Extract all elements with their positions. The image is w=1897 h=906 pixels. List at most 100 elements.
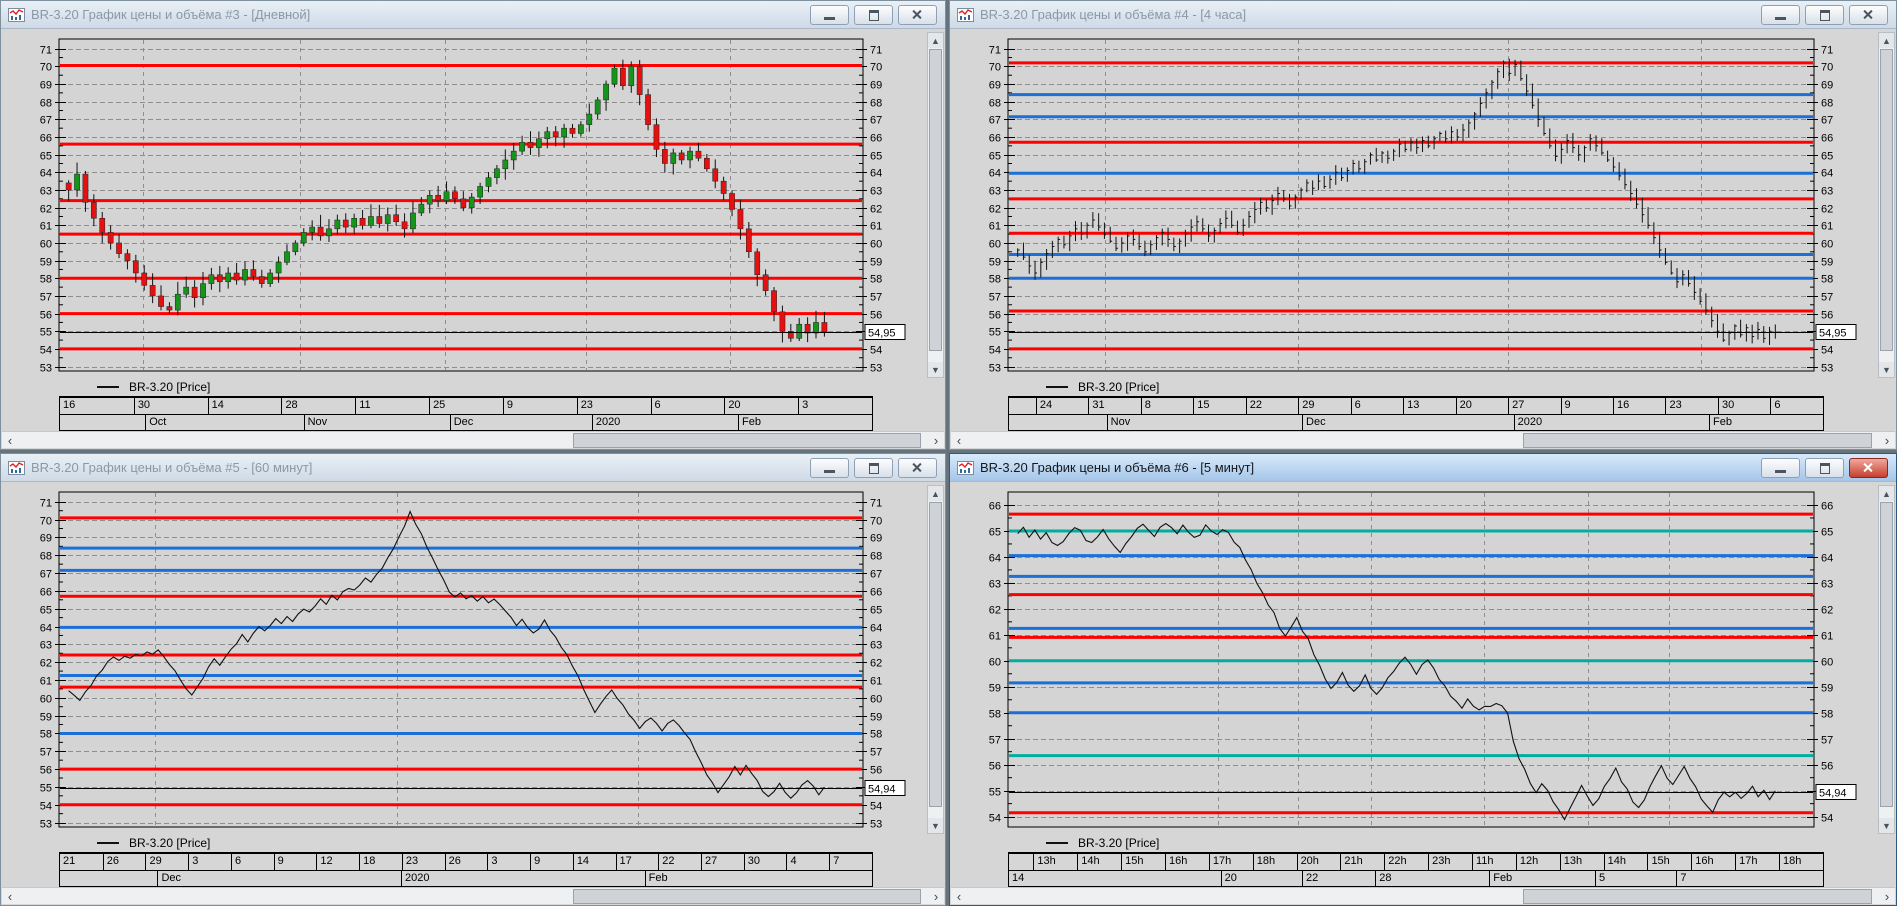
svg-text:67: 67 [989, 115, 1001, 127]
scroll-left-arrow[interactable]: ‹ [956, 432, 962, 448]
svg-text:63: 63 [870, 186, 882, 198]
hscroll-thumb[interactable] [1523, 889, 1872, 904]
vscroll-thumb[interactable] [929, 502, 942, 807]
scroll-down-arrow[interactable]: ▼ [1879, 818, 1894, 833]
scroll-right-arrow[interactable]: › [933, 432, 939, 448]
x-axis-period-label: Dec [449, 415, 592, 430]
svg-text:61: 61 [40, 676, 52, 688]
x-axis-date-label: 31 [1088, 398, 1140, 414]
vscroll-thumb[interactable] [929, 49, 942, 351]
horizontal-scrollbar[interactable]: ‹ › [2, 431, 944, 448]
chart-area[interactable]: 66 66 65 65 64 64 63 63 62 62 61 61 60 60 59 59 58 58 57 57… [950, 482, 1896, 835]
x-axis-date-label: 22h [1384, 854, 1428, 870]
scroll-up-arrow[interactable]: ▲ [1879, 33, 1894, 48]
x-axis-date-label: 14 [572, 854, 616, 870]
svg-text:71: 71 [870, 45, 882, 57]
hscroll-thumb[interactable] [573, 889, 921, 904]
chart-window-5-60min: BR-3.20 График цены и объёма #5 - [60 ми… [0, 453, 946, 906]
hscroll-track[interactable] [18, 432, 928, 448]
svg-text:61: 61 [870, 221, 882, 233]
svg-text:66: 66 [870, 587, 882, 599]
x-axis-date-label: 22 [658, 854, 701, 870]
plot-background [58, 491, 864, 828]
hscroll-thumb[interactable] [573, 433, 921, 448]
scroll-right-arrow[interactable]: › [1884, 432, 1890, 448]
svg-text:66: 66 [40, 587, 52, 599]
x-axis-date-label: 30 [133, 398, 208, 414]
svg-text:60: 60 [1821, 239, 1833, 251]
titlebar[interactable]: BR-3.20 График цены и объёма #5 - [60 ми… [1, 454, 945, 482]
vscroll-thumb[interactable] [1880, 49, 1893, 351]
svg-text:54: 54 [989, 813, 1001, 825]
minimize-button[interactable] [810, 457, 849, 478]
svg-text:62: 62 [1821, 204, 1833, 216]
x-axis-period-row: 14 20 22 28 Feb 5 7 [1009, 871, 1823, 886]
svg-text:61: 61 [989, 221, 1001, 233]
hscroll-thumb[interactable] [1523, 433, 1872, 448]
scroll-up-arrow[interactable]: ▲ [928, 33, 943, 48]
svg-text:54: 54 [870, 801, 882, 813]
titlebar[interactable]: BR-3.20 График цены и объёма #6 - [5 мин… [950, 454, 1896, 482]
close-button[interactable] [1849, 4, 1888, 25]
close-button[interactable] [898, 4, 937, 25]
close-button[interactable] [898, 457, 937, 478]
x-axis-period-label: Dec [1302, 415, 1514, 430]
chart-window-3-daily: BR-3.20 График цены и объёма #3 - [Дневн… [0, 0, 946, 450]
hscroll-track[interactable] [967, 888, 1879, 904]
chart-area[interactable]: 71 71 70 70 69 69 68 68 67 67 66 66 65 65 64 64 63 63 62 62… [950, 29, 1896, 379]
vertical-scrollbar[interactable]: ▲ ▼ [1878, 32, 1895, 378]
minimize-button[interactable] [1761, 457, 1800, 478]
svg-text:71: 71 [40, 45, 52, 57]
hscroll-track[interactable] [967, 432, 1879, 448]
close-button[interactable] [1849, 457, 1888, 478]
minimize-button[interactable] [810, 4, 849, 25]
scroll-left-arrow[interactable]: ‹ [7, 432, 13, 448]
hscroll-track[interactable] [18, 888, 928, 904]
svg-text:58: 58 [40, 274, 52, 286]
vertical-scrollbar[interactable]: ▲ ▼ [927, 485, 944, 834]
scroll-up-arrow[interactable]: ▲ [1879, 486, 1894, 501]
minimize-button[interactable] [1761, 4, 1800, 25]
x-axis-period-label: 2020 [591, 415, 738, 430]
scroll-up-arrow[interactable]: ▲ [928, 486, 943, 501]
svg-text:68: 68 [40, 551, 52, 563]
restore-button[interactable] [854, 4, 893, 25]
x-axis-period-label [60, 871, 157, 886]
svg-text:58: 58 [989, 709, 1001, 721]
svg-text:65: 65 [40, 605, 52, 617]
vertical-scrollbar[interactable]: ▲ ▼ [1878, 485, 1895, 834]
horizontal-scrollbar[interactable]: ‹ › [951, 887, 1895, 904]
scroll-right-arrow[interactable]: › [933, 888, 939, 904]
scroll-right-arrow[interactable]: › [1884, 888, 1890, 904]
x-axis-period-row: Dec 2020 Feb [60, 871, 872, 886]
svg-text:66: 66 [1821, 133, 1833, 145]
svg-text:65: 65 [989, 527, 1001, 539]
scroll-down-arrow[interactable]: ▼ [1879, 362, 1894, 377]
svg-text:62: 62 [989, 605, 1001, 617]
svg-text:65: 65 [870, 151, 882, 163]
restore-button[interactable] [1805, 4, 1844, 25]
scroll-down-arrow[interactable]: ▼ [928, 818, 943, 833]
price-chart-svg: 71 71 70 70 69 69 68 68 67 67 66 66 65 65 64 64 63 63 62 62… [989, 38, 1857, 375]
scroll-left-arrow[interactable]: ‹ [7, 888, 13, 904]
svg-text:69: 69 [989, 80, 1001, 92]
svg-text:71: 71 [870, 498, 882, 510]
titlebar[interactable]: BR-3.20 График цены и объёма #4 - [4 час… [950, 1, 1896, 29]
vscroll-thumb[interactable] [1880, 502, 1893, 807]
chart-window-4-4hour: BR-3.20 График цены и объёма #4 - [4 час… [949, 0, 1897, 450]
restore-button[interactable] [854, 457, 893, 478]
titlebar[interactable]: BR-3.20 График цены и объёма #3 - [Дневн… [1, 1, 945, 29]
svg-text:53: 53 [40, 819, 52, 831]
vertical-scrollbar[interactable]: ▲ ▼ [927, 32, 944, 378]
horizontal-scrollbar[interactable]: ‹ › [951, 431, 1895, 448]
chart-area[interactable]: 71 71 70 70 69 69 68 68 67 67 66 66 65 65 64 64 63 63 62 62… [1, 482, 945, 835]
svg-text:68: 68 [870, 551, 882, 563]
x-axis-date-label: 23 [401, 854, 445, 870]
chart-area[interactable]: 71 71 70 70 69 69 68 68 67 67 66 66 65 65 64 64 63 63 62 62… [1, 29, 945, 379]
restore-button[interactable] [1805, 457, 1844, 478]
svg-text:53: 53 [870, 819, 882, 831]
horizontal-scrollbar[interactable]: ‹ › [2, 887, 944, 904]
scroll-down-arrow[interactable]: ▼ [928, 362, 943, 377]
scroll-left-arrow[interactable]: ‹ [956, 888, 962, 904]
svg-text:64: 64 [870, 623, 882, 635]
